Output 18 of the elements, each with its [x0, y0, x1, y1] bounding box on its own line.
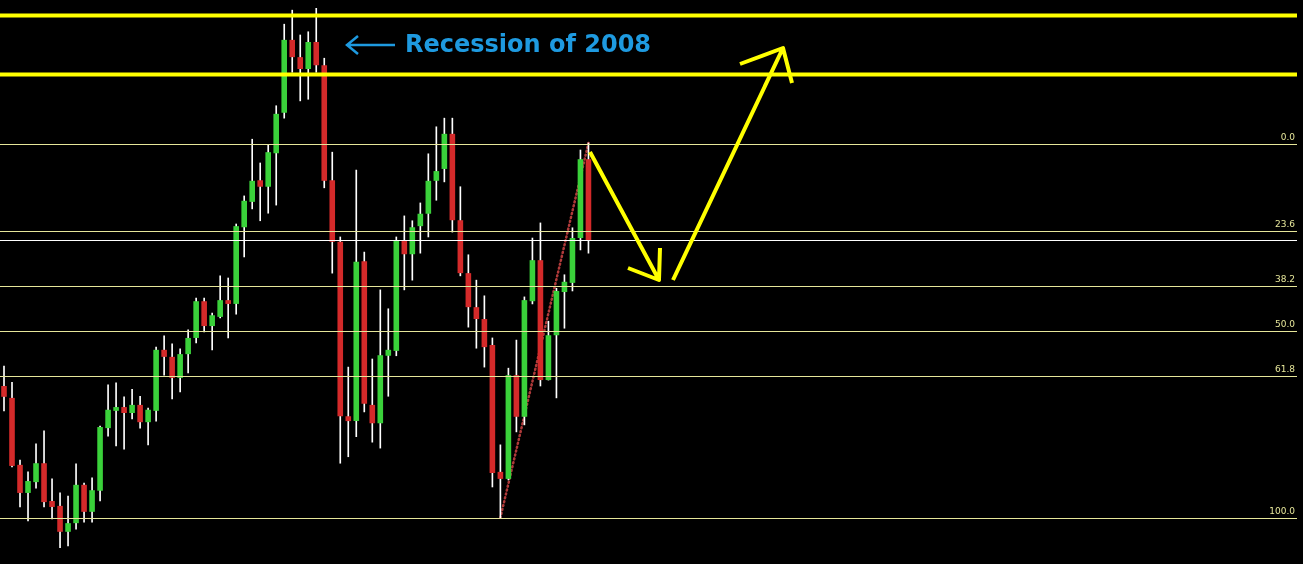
annotation: 0.0 [1280, 132, 1296, 143]
candlestick [385, 308, 392, 397]
annotation: 38.2 [1274, 274, 1295, 285]
candlestick [257, 162, 263, 222]
candlestick [65, 495, 71, 547]
annotation: 61.8 [1274, 364, 1296, 375]
candlestick [369, 358, 376, 443]
annotation: Recession of 2008 [405, 30, 652, 58]
annotation: 50.0 [1274, 319, 1296, 330]
annotation: 100.0 [1269, 506, 1296, 517]
candlestick [49, 478, 55, 520]
annotation: 23.6 [1274, 219, 1296, 230]
candlestick [161, 335, 167, 376]
candlestick [121, 396, 127, 450]
candlestick [297, 34, 304, 102]
candlestick [225, 277, 231, 339]
candlestick [113, 382, 119, 447]
candlestick [345, 366, 352, 458]
